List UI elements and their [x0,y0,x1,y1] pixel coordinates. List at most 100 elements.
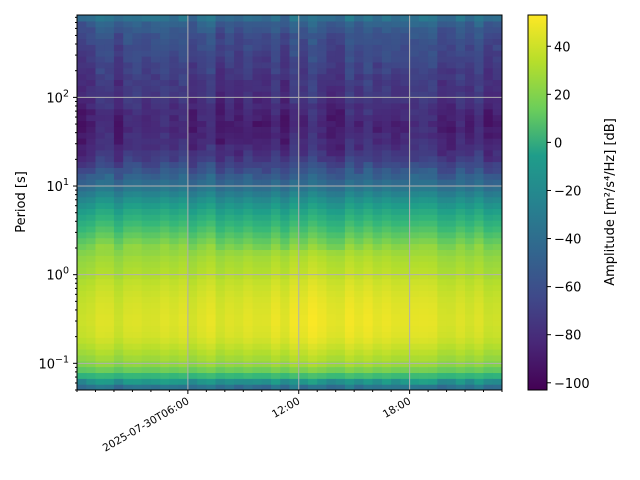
heatmap-cell [187,179,198,186]
heatmap-cell [400,73,411,81]
heatmap-cell [123,20,134,28]
heatmap-cell [363,325,374,333]
heatmap-cell [418,73,429,81]
heatmap-cell [492,261,502,268]
heatmap-cell [492,44,502,51]
heatmap-cell [197,384,207,390]
heatmap-cell [363,149,374,157]
heatmap-cell [418,354,429,362]
heatmap-cell [354,15,365,22]
heatmap-cell [418,102,429,110]
heatmap-cell [280,384,291,390]
heatmap-cell [400,20,411,28]
heatmap-cell [354,313,365,321]
heatmap-cell [437,261,448,268]
heatmap-cell [280,313,291,321]
heatmap-cell [474,348,485,356]
heatmap-cell [206,325,217,333]
heatmap-cell [141,120,152,127]
heatmap-cell [391,319,401,327]
heatmap-cell [86,266,97,274]
heatmap-cell [437,26,448,34]
heatmap-cell [187,97,198,104]
heatmap-cell [187,372,198,379]
heatmap-cell [224,173,235,180]
heatmap-cell [400,38,411,45]
heatmap-cell [409,196,420,204]
heatmap-cell [197,44,207,51]
heatmap-cell [215,32,226,40]
heatmap-cell [298,190,309,198]
heatmap-cell [428,149,438,157]
heatmap-cell [271,73,281,81]
heatmap-cell [86,231,97,239]
heatmap-cell [465,266,475,274]
heatmap-cell [363,143,374,151]
heatmap-cell [326,32,337,40]
heatmap-cell [418,266,429,274]
heatmap-cell [354,114,365,122]
heatmap-cell [289,272,300,280]
heatmap-cell [409,79,420,86]
heatmap-cell [123,91,134,98]
heatmap-cell [113,319,124,327]
heatmap-cell [391,126,401,133]
heatmap-cell [363,26,374,34]
heatmap-cell [437,225,448,233]
heatmap-cell [446,149,457,157]
heatmap-cell [215,319,226,327]
heatmap-cell [381,161,392,168]
heatmap-cell [354,50,365,57]
heatmap-cell [160,266,170,274]
heatmap-cell [446,15,457,22]
heatmap-cell [206,208,217,215]
heatmap-cell [215,249,226,256]
heatmap-cell [169,272,180,280]
heatmap-cell [252,337,263,344]
heatmap-cell [317,243,328,250]
heatmap-cell [409,255,420,262]
heatmap-cell [363,179,374,186]
heatmap-cell [326,155,337,163]
heatmap-cell [437,102,448,110]
heatmap-cell [418,143,429,151]
heatmap-cell [252,108,263,116]
heatmap-cell [160,120,170,127]
heatmap-cell [307,161,318,168]
heatmap-cell [150,343,161,350]
heatmap-cell [400,44,411,51]
heatmap-cell [317,208,328,215]
heatmap-cell [455,261,466,268]
heatmap-cell [428,261,438,268]
heatmap-cell [409,202,420,209]
heatmap-cell [391,337,401,344]
heatmap-cell [326,202,337,209]
heatmap-cell [363,296,374,303]
heatmap-cell [187,143,198,151]
heatmap-cell [141,266,152,274]
heatmap-cell [243,360,254,368]
heatmap-cell [455,73,466,81]
heatmap-cell [197,231,207,239]
heatmap-cell [400,173,411,180]
heatmap-cell [446,372,457,379]
heatmap-cell [428,184,438,192]
heatmap-cell [95,307,106,315]
heatmap-cell [437,32,448,40]
heatmap-cell [243,307,254,315]
heatmap-cell [474,67,485,75]
heatmap-cell [372,120,383,127]
heatmap-cell [363,255,374,262]
heatmap-cell [86,208,97,215]
heatmap-cell [289,26,300,34]
plot-frame [76,14,503,391]
heatmap-cell [234,202,244,209]
heatmap-cell [492,225,502,233]
heatmap-cell [418,120,429,127]
heatmap-cell [261,91,272,98]
heatmap-cell [465,91,475,98]
heatmap-cell [77,331,87,338]
heatmap-cell [289,32,300,40]
heatmap-cell [206,296,217,303]
heatmap-cell [298,214,309,221]
